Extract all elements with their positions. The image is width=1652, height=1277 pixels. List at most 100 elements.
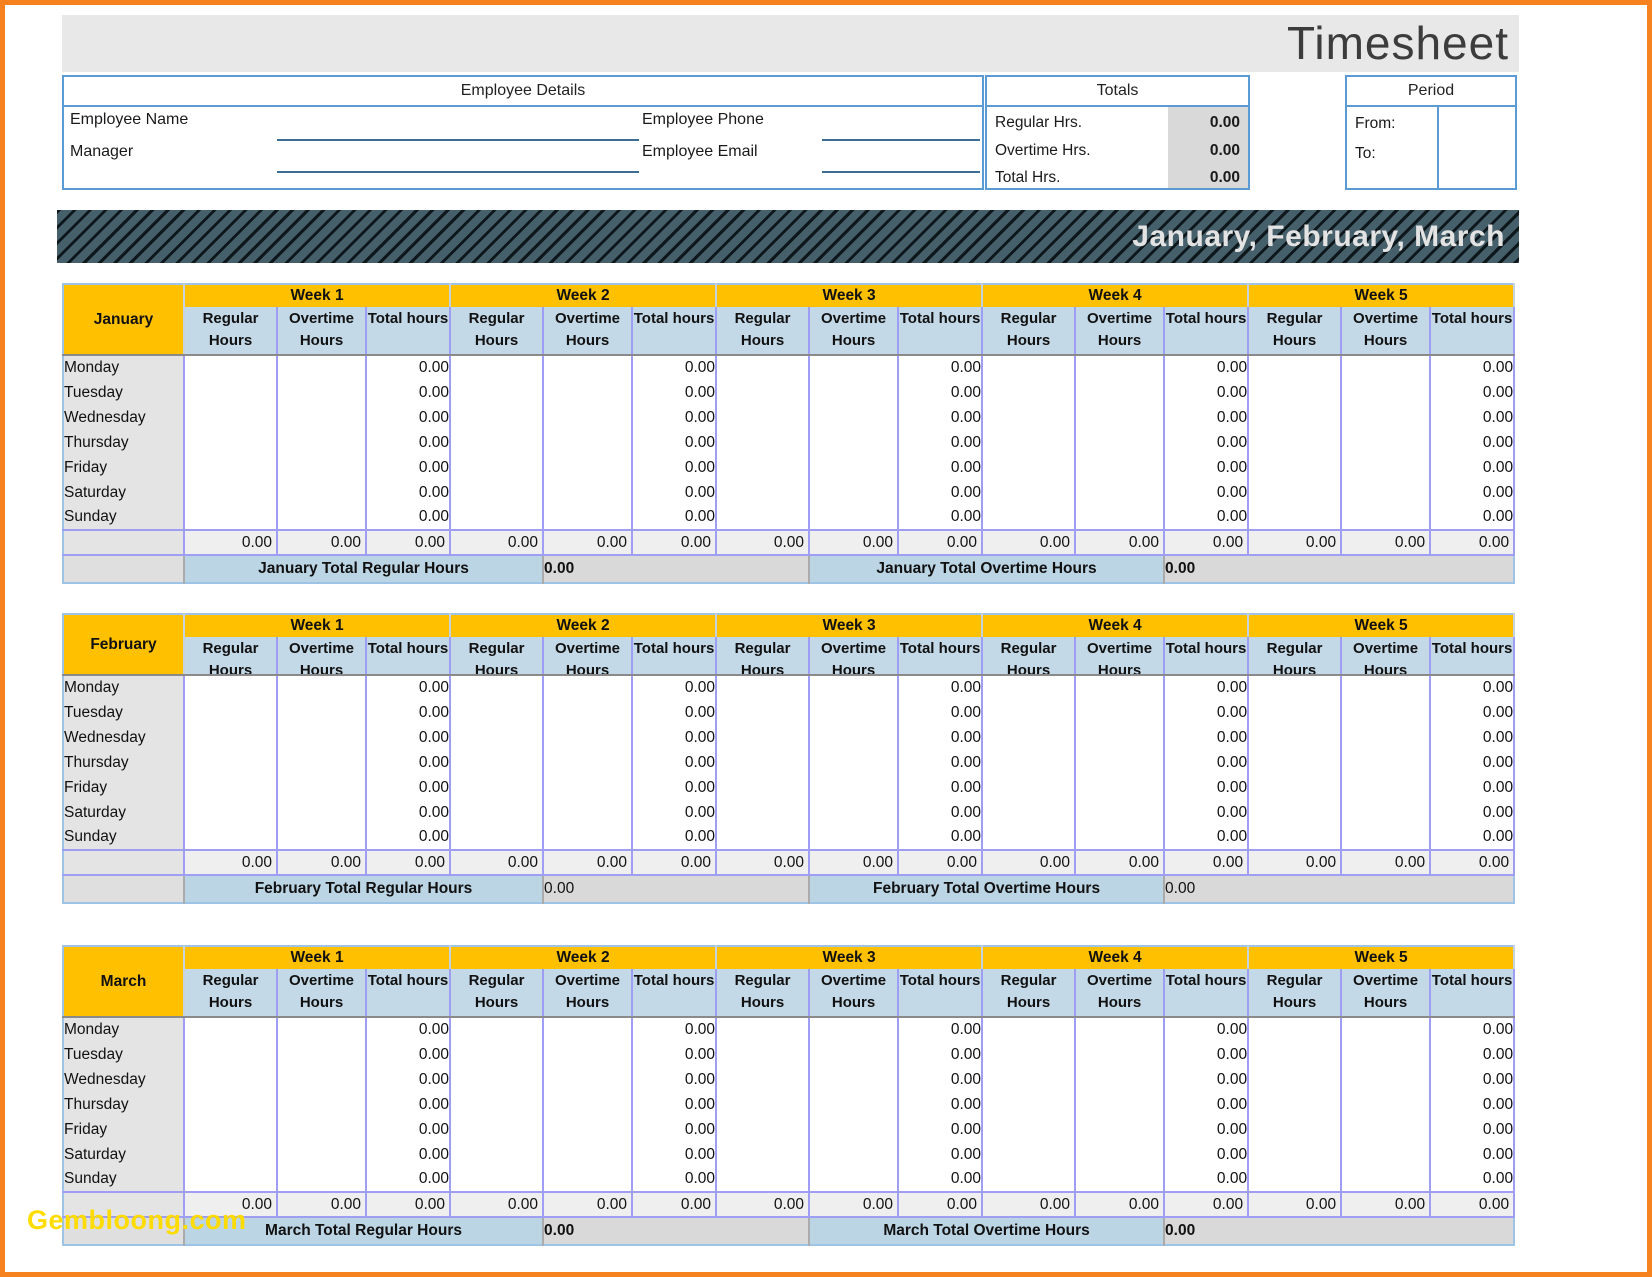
employee-phone-field[interactable] — [822, 121, 980, 141]
regular-hours-cell[interactable] — [449, 1142, 545, 1167]
overtime-hours-cell[interactable] — [276, 750, 367, 775]
overtime-hours-cell[interactable] — [808, 405, 900, 430]
regular-hours-cell[interactable] — [981, 1142, 1077, 1167]
regular-hours-cell[interactable] — [183, 825, 278, 850]
regular-hours-cell[interactable] — [1247, 1142, 1343, 1167]
overtime-hours-cell[interactable] — [1340, 1042, 1432, 1067]
regular-hours-cell[interactable] — [981, 1042, 1077, 1067]
overtime-hours-cell[interactable] — [808, 675, 900, 700]
overtime-hours-cell[interactable] — [808, 1117, 900, 1142]
regular-hours-cell[interactable] — [183, 1142, 278, 1167]
regular-hours-cell[interactable] — [183, 700, 278, 725]
regular-hours-cell[interactable] — [183, 1017, 278, 1042]
regular-hours-cell[interactable] — [449, 1042, 545, 1067]
regular-hours-cell[interactable] — [715, 775, 811, 800]
regular-hours-cell[interactable] — [981, 700, 1077, 725]
regular-hours-cell[interactable] — [715, 825, 811, 850]
regular-hours-cell[interactable] — [1247, 505, 1343, 530]
overtime-hours-cell[interactable] — [1340, 380, 1432, 405]
regular-hours-cell[interactable] — [715, 505, 811, 530]
overtime-hours-cell[interactable] — [542, 675, 634, 700]
overtime-hours-cell[interactable] — [542, 1142, 634, 1167]
regular-hours-cell[interactable] — [1247, 1117, 1343, 1142]
overtime-hours-cell[interactable] — [1340, 355, 1432, 380]
regular-hours-cell[interactable] — [715, 1042, 811, 1067]
regular-hours-cell[interactable] — [1247, 1092, 1343, 1117]
overtime-hours-cell[interactable] — [1340, 455, 1432, 480]
regular-hours-cell[interactable] — [1247, 430, 1343, 455]
regular-hours-cell[interactable] — [1247, 700, 1343, 725]
overtime-hours-cell[interactable] — [542, 505, 634, 530]
regular-hours-cell[interactable] — [449, 1167, 545, 1192]
regular-hours-cell[interactable] — [449, 675, 545, 700]
regular-hours-cell[interactable] — [981, 800, 1077, 825]
overtime-hours-cell[interactable] — [276, 700, 367, 725]
overtime-hours-cell[interactable] — [808, 1142, 900, 1167]
overtime-hours-cell[interactable] — [1340, 700, 1432, 725]
overtime-hours-cell[interactable] — [808, 355, 900, 380]
overtime-hours-cell[interactable] — [1340, 430, 1432, 455]
regular-hours-cell[interactable] — [981, 1092, 1077, 1117]
regular-hours-cell[interactable] — [183, 750, 278, 775]
regular-hours-cell[interactable] — [981, 1117, 1077, 1142]
regular-hours-cell[interactable] — [981, 480, 1077, 505]
overtime-hours-cell[interactable] — [1340, 405, 1432, 430]
regular-hours-cell[interactable] — [715, 1117, 811, 1142]
overtime-hours-cell[interactable] — [276, 725, 367, 750]
regular-hours-cell[interactable] — [449, 800, 545, 825]
overtime-hours-cell[interactable] — [542, 1042, 634, 1067]
overtime-hours-cell[interactable] — [1074, 1167, 1166, 1192]
regular-hours-cell[interactable] — [1247, 800, 1343, 825]
regular-hours-cell[interactable] — [1247, 455, 1343, 480]
regular-hours-cell[interactable] — [449, 1117, 545, 1142]
regular-hours-cell[interactable] — [449, 430, 545, 455]
regular-hours-cell[interactable] — [183, 1067, 278, 1092]
overtime-hours-cell[interactable] — [808, 1092, 900, 1117]
regular-hours-cell[interactable] — [1247, 775, 1343, 800]
regular-hours-cell[interactable] — [1247, 825, 1343, 850]
overtime-hours-cell[interactable] — [1340, 1017, 1432, 1042]
overtime-hours-cell[interactable] — [1340, 725, 1432, 750]
regular-hours-cell[interactable] — [981, 750, 1077, 775]
regular-hours-cell[interactable] — [1247, 725, 1343, 750]
regular-hours-cell[interactable] — [981, 775, 1077, 800]
employee-name-field[interactable] — [277, 121, 639, 141]
regular-hours-cell[interactable] — [715, 405, 811, 430]
overtime-hours-cell[interactable] — [542, 725, 634, 750]
overtime-hours-cell[interactable] — [1074, 725, 1166, 750]
regular-hours-cell[interactable] — [715, 725, 811, 750]
overtime-hours-cell[interactable] — [808, 505, 900, 530]
overtime-hours-cell[interactable] — [1340, 480, 1432, 505]
regular-hours-cell[interactable] — [183, 1117, 278, 1142]
overtime-hours-cell[interactable] — [1074, 480, 1166, 505]
regular-hours-cell[interactable] — [1247, 405, 1343, 430]
overtime-hours-cell[interactable] — [1074, 1117, 1166, 1142]
overtime-hours-cell[interactable] — [276, 480, 367, 505]
period-from-field[interactable] — [1439, 107, 1515, 147]
overtime-hours-cell[interactable] — [1074, 380, 1166, 405]
overtime-hours-cell[interactable] — [542, 1067, 634, 1092]
overtime-hours-cell[interactable] — [1074, 355, 1166, 380]
overtime-hours-cell[interactable] — [542, 1117, 634, 1142]
overtime-hours-cell[interactable] — [808, 750, 900, 775]
overtime-hours-cell[interactable] — [1074, 1142, 1166, 1167]
regular-hours-cell[interactable] — [981, 825, 1077, 850]
overtime-hours-cell[interactable] — [1340, 775, 1432, 800]
overtime-hours-cell[interactable] — [808, 800, 900, 825]
overtime-hours-cell[interactable] — [1340, 675, 1432, 700]
regular-hours-cell[interactable] — [981, 1167, 1077, 1192]
overtime-hours-cell[interactable] — [276, 380, 367, 405]
overtime-hours-cell[interactable] — [276, 1167, 367, 1192]
overtime-hours-cell[interactable] — [1340, 1117, 1432, 1142]
regular-hours-cell[interactable] — [449, 750, 545, 775]
overtime-hours-cell[interactable] — [542, 700, 634, 725]
overtime-hours-cell[interactable] — [808, 430, 900, 455]
regular-hours-cell[interactable] — [183, 355, 278, 380]
regular-hours-cell[interactable] — [981, 505, 1077, 530]
regular-hours-cell[interactable] — [449, 1092, 545, 1117]
overtime-hours-cell[interactable] — [808, 725, 900, 750]
regular-hours-cell[interactable] — [981, 725, 1077, 750]
regular-hours-cell[interactable] — [715, 355, 811, 380]
regular-hours-cell[interactable] — [1247, 355, 1343, 380]
overtime-hours-cell[interactable] — [1074, 1042, 1166, 1067]
